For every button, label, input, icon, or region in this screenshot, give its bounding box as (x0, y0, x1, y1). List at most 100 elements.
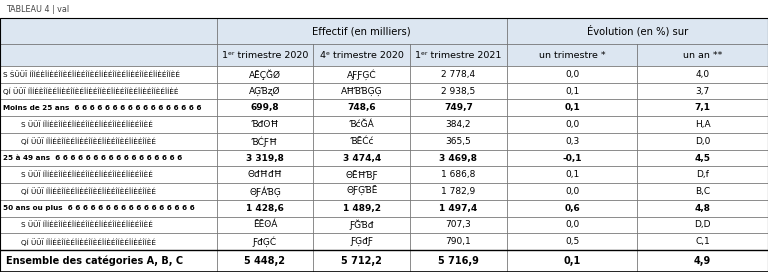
Text: 0,0: 0,0 (565, 70, 579, 79)
Text: AĒÇĞØ: AĒÇĞØ (249, 69, 281, 80)
Bar (410, 200, 507, 217)
Text: 1 489,2: 1 489,2 (343, 204, 381, 213)
Bar (217, 18, 507, 44)
Text: 4,8: 4,8 (695, 204, 710, 213)
Bar (410, 100, 507, 116)
Text: QÍ ÜÜÏ ÍÎÍÉÈÎÍÈÉÎÍÈÉÎÍÈÉÎÍÈÉÎÍÈÉÎÍÈÉÎÍÈÉ: QÍ ÜÜÏ ÍÎÍÉÈÎÍÈÉÎÍÈÉÎÍÈÉÎÍÈÉÎÍÈÉÎÍÈÉÎÍÈÉ (3, 238, 156, 246)
Bar (313, 217, 410, 233)
Bar (507, 44, 637, 66)
Bar (313, 150, 410, 166)
Bar (410, 250, 507, 272)
Text: Ensemble des catégories A, B, C: Ensemble des catégories A, B, C (6, 256, 183, 266)
Text: ƁćĞÁ: ƁćĞÁ (349, 120, 374, 129)
Text: 0,6: 0,6 (564, 204, 580, 213)
Text: AƑƑĢĆ: AƑƑĢĆ (347, 69, 376, 80)
Bar (507, 200, 637, 217)
Bar (410, 44, 507, 66)
Text: 0,5: 0,5 (565, 237, 579, 246)
Text: ƑĢđƑ: ƑĢđƑ (350, 237, 373, 246)
Text: S ÜÜÏ ÍÎÍÉÈÎÍÈÉÎÍÈÉÎÍÈÉÎÍÈÉÎÍÈÉÎÍÈÉÎÍÈÉ: S ÜÜÏ ÍÎÍÉÈÎÍÈÉÎÍÈÉÎÍÈÉÎÍÈÉÎÍÈÉÎÍÈÉÎÍÈÉ (3, 121, 153, 128)
Text: 0,0: 0,0 (565, 220, 579, 229)
Text: 25 à 49 ans  6 6 6 6 6 6 6 6 6 6 6 6 6 6 6 6 6: 25 à 49 ans 6 6 6 6 6 6 6 6 6 6 6 6 6 6 … (3, 155, 182, 161)
Bar (507, 116, 637, 133)
Bar (507, 233, 637, 250)
Text: ΘĒĦƁƑ: ΘĒĦƁƑ (346, 170, 378, 180)
Text: ƑđĢĆ: ƑđĢĆ (253, 236, 277, 247)
Bar (637, 83, 768, 100)
Text: 1 497,4: 1 497,4 (439, 204, 478, 213)
Bar (0, 217, 217, 233)
Text: ƁđʘĦ: ƁđʘĦ (251, 120, 279, 129)
Bar (0, 166, 217, 183)
Text: H,A: H,A (695, 120, 710, 129)
Text: ΘƑÁƁĢ: ΘƑÁƁĢ (249, 186, 281, 197)
Bar (313, 116, 410, 133)
Text: 3 474,4: 3 474,4 (343, 153, 381, 162)
Bar (410, 217, 507, 233)
Text: QÍ ÜÜÏ ÍÎÍÉÈÎÍÈÉÎÍÈÉÎÍÈÉÎÍÈÉÎÍÈÉÎÍÈÉÎÍÈÉ: QÍ ÜÜÏ ÍÎÍÉÈÎÍÈÉÎÍÈÉÎÍÈÉÎÍÈÉÎÍÈÉÎÍÈÉÎÍÈÉ (3, 187, 156, 195)
Text: 4ᵉ trimestre 2020: 4ᵉ trimestre 2020 (319, 51, 404, 60)
Text: 5 448,2: 5 448,2 (244, 256, 286, 266)
Bar (410, 83, 507, 100)
Bar (0, 44, 217, 66)
Text: AĢƁʐØ: AĢƁʐØ (249, 86, 281, 96)
Bar (0, 100, 217, 116)
Bar (637, 150, 768, 166)
Bar (637, 166, 768, 183)
Bar (313, 183, 410, 200)
Bar (507, 100, 637, 116)
Text: ƁĒĆć: ƁĒĆć (350, 137, 373, 146)
Text: 4,0: 4,0 (696, 70, 710, 79)
Text: 699,8: 699,8 (250, 103, 280, 112)
Text: 749,7: 749,7 (444, 103, 473, 112)
Bar (217, 44, 313, 66)
Bar (637, 217, 768, 233)
Bar (410, 66, 507, 83)
Bar (0, 183, 217, 200)
Bar (217, 166, 313, 183)
Text: Moins de 25 ans  6 6 6 6 6 6 6 6 6 6 6 6 6 6 6 6 6: Moins de 25 ans 6 6 6 6 6 6 6 6 6 6 6 6 … (3, 105, 201, 111)
Text: ĒĒʘÁ: ĒĒʘÁ (253, 220, 277, 229)
Text: 1 686,8: 1 686,8 (442, 170, 475, 179)
Text: S ÜÜÏ ÍÎÍÉÈÎÍÈÉÎÍÈÉÎÍÈÉÎÍÈÉÎÍÈÉÎÍÈÉÎÍÈÉ: S ÜÜÏ ÍÎÍÉÈÎÍÈÉÎÍÈÉÎÍÈÉÎÍÈÉÎÍÈÉÎÍÈÉÎÍÈÉ (3, 171, 153, 178)
Bar (507, 183, 637, 200)
Bar (507, 150, 637, 166)
Text: D,D: D,D (694, 220, 711, 229)
Bar (507, 217, 637, 233)
Text: 0,1: 0,1 (565, 170, 579, 179)
Bar (0, 18, 217, 44)
Text: 1 782,9: 1 782,9 (442, 187, 475, 196)
Text: 4,9: 4,9 (694, 256, 711, 266)
Bar (217, 83, 313, 100)
Bar (0, 133, 217, 150)
Text: 0,0: 0,0 (565, 187, 579, 196)
Text: D,0: D,0 (695, 137, 710, 146)
Bar (637, 250, 768, 272)
Text: 0,1: 0,1 (564, 103, 580, 112)
Text: 3,7: 3,7 (696, 86, 710, 95)
Bar (0, 150, 217, 166)
Bar (637, 183, 768, 200)
Bar (507, 250, 637, 272)
Text: 50 ans ou plus  6 6 6 6 6 6 6 6 6 6 6 6 6 6 6 6 6: 50 ans ou plus 6 6 6 6 6 6 6 6 6 6 6 6 6… (3, 205, 195, 211)
Text: 707,3: 707,3 (445, 220, 472, 229)
Text: TABLEAU 4 | val: TABLEAU 4 | val (6, 5, 69, 14)
Text: ƑĞƁđ: ƑĞƁđ (349, 220, 374, 230)
Bar (0, 250, 217, 272)
Text: D,f: D,f (697, 170, 709, 179)
Bar (313, 200, 410, 217)
Bar (217, 233, 313, 250)
Text: QÍ ÜÜÏ ÍÎÍÉÈÎÍÈÉÎÍÈÉÎÍÈÉÎÍÈÉÎÍÈÉÎÍÈÉÎÍÈÉ: QÍ ÜÜÏ ÍÎÍÉÈÎÍÈÉÎÍÈÉÎÍÈÉÎÍÈÉÎÍÈÉÎÍÈÉÎÍÈÉ (3, 137, 156, 145)
Bar (313, 44, 410, 66)
Text: AĦƁƁĢĢ: AĦƁƁĢĢ (341, 86, 382, 96)
Text: 748,6: 748,6 (347, 103, 376, 112)
Text: 365,5: 365,5 (445, 137, 472, 146)
Text: S ŠÜÜÏ ÍÎÍÉÈÎÍÈÉÎÍÈÉÎÍÈÉÎÍÈÉÎÍÈÉÎÍÈÉÎÍÈÉÎÍÈÉÎÍÈÉÎÍÈÉ: S ŠÜÜÏ ÍÎÍÉÈÎÍÈÉÎÍÈÉÎÍÈÉÎÍÈÉÎÍÈÉÎÍÈÉÎÍÈÉ… (3, 71, 180, 78)
Bar (637, 133, 768, 150)
Text: 0,0: 0,0 (565, 120, 579, 129)
Bar (507, 66, 637, 83)
Text: C,1: C,1 (695, 237, 710, 246)
Text: ΘƑĢƁĒ: ΘƑĢƁĒ (346, 186, 377, 196)
Bar (0, 66, 217, 83)
Bar (217, 133, 313, 150)
